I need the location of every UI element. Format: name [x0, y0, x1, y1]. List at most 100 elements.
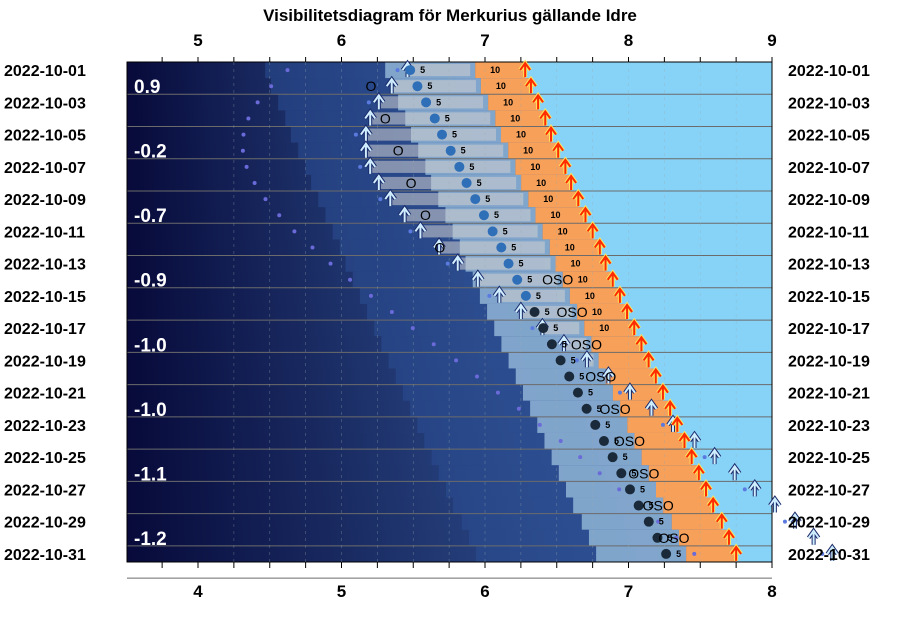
- direction-label: OSO: [571, 336, 602, 352]
- date-label-right: 2022-10-07: [788, 160, 870, 177]
- mercury-trail-dot: [656, 519, 661, 524]
- twilight-band: [388, 352, 509, 369]
- day-band: [551, 126, 772, 144]
- mercury-rise-arrow: [472, 271, 484, 287]
- mercury-disk: [607, 452, 618, 463]
- altitude-label: 5: [562, 339, 567, 349]
- mercury-disk: [633, 500, 644, 511]
- sunrise-arrow: [565, 174, 577, 190]
- twilight-band: [558, 465, 649, 482]
- mercury-trail-dot: [348, 277, 353, 282]
- date-labels: 2022-10-01 2022-10-01 2022-10-03 2022-10-03…: [4, 63, 870, 564]
- direction-label: OSO: [658, 530, 689, 546]
- magnitude-label: -1.1: [134, 464, 167, 485]
- date-label-right: 2022-10-29: [788, 515, 870, 532]
- mercury-disk: [616, 468, 627, 479]
- mercury-disk: [478, 210, 489, 221]
- altitude-label: 10: [536, 178, 546, 188]
- mercury-trail-dot: [255, 100, 260, 105]
- direction-label: O: [380, 110, 391, 126]
- magnitude-label: -0.7: [134, 206, 167, 227]
- day-band: [619, 287, 772, 305]
- twilight-band: [522, 384, 613, 402]
- sunrise-arrow: [572, 190, 585, 207]
- mercury-disk: [624, 484, 635, 495]
- mercury-trail-dot: [246, 116, 251, 121]
- mercury-trail-dot: [378, 197, 383, 202]
- mercury-trail-dot: [445, 261, 450, 266]
- twilight-band: [445, 481, 566, 498]
- dawn-band: [542, 223, 593, 240]
- mercury-rise-arrow: [688, 432, 701, 449]
- mercury-rise-arrow: [360, 141, 372, 158]
- day-band: [585, 207, 772, 224]
- axes: 5 6 7 8 9 4 5 6 7 8: [161, 31, 777, 601]
- mercury-visibility-band: [365, 144, 504, 157]
- sunrise-arrow: [664, 400, 676, 416]
- mercury-rise-arrow: [372, 174, 385, 190]
- twilight-band: [453, 497, 574, 515]
- mercury-rise-arrow: [372, 93, 385, 110]
- mercury-disk: [503, 258, 514, 269]
- mercury-trail-dot: [292, 229, 297, 234]
- mercury-trail-dot: [252, 180, 257, 185]
- altitude-label: 5: [640, 484, 645, 494]
- mercury-rise-arrow: [645, 400, 658, 416]
- day-band: [525, 62, 772, 79]
- mercury-disk: [652, 532, 663, 543]
- mercury-trail-dot: [578, 455, 583, 460]
- mercury-trail-dot: [241, 132, 246, 137]
- mercury-trail-dot: [558, 439, 563, 444]
- mercury-trail-dot: [530, 326, 535, 331]
- day-band: [538, 94, 772, 111]
- altitude-label: 5: [420, 65, 425, 75]
- twilight-band: [461, 513, 582, 531]
- direction-label: OSO: [614, 433, 645, 449]
- altitude-label: 10: [523, 146, 533, 156]
- mercury-visibility-band: [407, 64, 471, 77]
- magnitude-label: -0.9: [134, 271, 167, 292]
- mercury-trail-dot: [269, 84, 274, 89]
- altitude-label: 5: [545, 307, 550, 317]
- mercury-disk: [461, 177, 472, 188]
- day-band: [571, 174, 772, 192]
- date-label-left: 2022-10-05: [4, 128, 86, 145]
- direction-label: OSO: [557, 304, 588, 320]
- day-band: [578, 191, 772, 208]
- top-axis-tick-label: 5: [193, 31, 202, 50]
- mercury-rise-arrow: [826, 545, 839, 561]
- day-band: [648, 352, 772, 369]
- date-label-left: 2022-10-11: [4, 224, 85, 241]
- mercury-trail-dot: [408, 229, 413, 234]
- mercury-disk: [437, 129, 448, 140]
- sunrise-arrow: [700, 480, 712, 497]
- altitude-label: 5: [536, 291, 541, 301]
- day-band: [558, 142, 772, 160]
- altitude-label: 5: [631, 468, 636, 478]
- mercury-visibility-band: [439, 241, 545, 254]
- day-band: [655, 368, 772, 386]
- date-label-left: 2022-10-01: [4, 63, 86, 80]
- twilight-band: [381, 336, 502, 353]
- mercury-disk: [643, 516, 654, 527]
- mercury-visibility-band: [499, 289, 565, 302]
- direction-label: O: [393, 143, 404, 159]
- date-label-right: 2022-10-05: [788, 128, 870, 145]
- dawn-band: [648, 465, 699, 482]
- dawn-band: [663, 497, 714, 515]
- mercury-rise-arrow: [493, 287, 506, 303]
- altitude-label: 10: [496, 81, 506, 91]
- altitude-label: 5: [597, 404, 602, 414]
- altitude-label: 5: [445, 113, 450, 123]
- altitude-label: 10: [490, 65, 500, 75]
- twilight-band: [410, 400, 531, 418]
- mercury-rise-arrow: [789, 512, 801, 529]
- mercury-rise-arrow: [433, 238, 445, 255]
- mercury-rise-arrow: [414, 222, 427, 239]
- altitude-label: 10: [516, 130, 526, 140]
- date-label-left: 2022-10-25: [4, 450, 86, 467]
- mercury-trail-dot: [820, 551, 825, 556]
- direction-label: O: [420, 207, 431, 223]
- day-band: [605, 255, 772, 273]
- twilight-band: [544, 432, 635, 450]
